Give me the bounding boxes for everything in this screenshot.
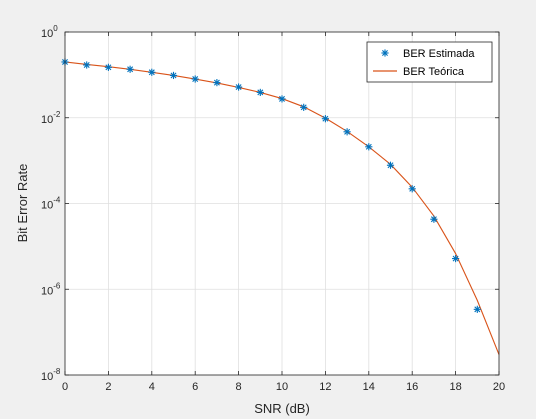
x-tick-label: 10 — [276, 381, 288, 393]
series-layer — [61, 58, 500, 355]
x-tick-label: 20 — [493, 381, 505, 393]
data-point-ber-estimada — [104, 63, 112, 71]
legend: BER Estimada BER Teórica — [366, 41, 493, 83]
data-point-ber-estimada — [300, 103, 308, 111]
data-point-ber-estimada — [256, 88, 264, 97]
x-tick-label: 12 — [319, 381, 331, 393]
y-tick-label: 10-6 — [41, 281, 61, 297]
x-tick-label: 2 — [105, 381, 111, 393]
data-point-ber-estimada — [386, 161, 395, 169]
y-tick-label: 10-4 — [41, 196, 61, 212]
data-point-ber-estimada — [365, 143, 373, 151]
data-point-ber-estimada — [278, 95, 286, 103]
legend-asterisk — [381, 49, 389, 57]
x-tick-label: 14 — [363, 381, 375, 393]
legend-marker-asterisk — [381, 49, 389, 57]
data-point-ber-estimada — [473, 305, 481, 313]
y-axis-label: Bit Error Rate — [15, 164, 30, 243]
x-tick-label: 6 — [192, 381, 198, 393]
data-point-ber-estimada — [213, 79, 221, 87]
y-tick-label: 10-8 — [41, 367, 61, 383]
data-point-ber-estimada — [169, 71, 178, 80]
data-point-ber-estimada — [83, 61, 91, 69]
data-point-ber-estimada — [126, 65, 134, 73]
data-point-ber-estimada — [343, 128, 351, 136]
data-point-ber-estimada — [452, 254, 460, 263]
legend-label-estimada: BER Estimada — [403, 48, 475, 60]
legend-box — [366, 41, 493, 83]
x-tick-label: 0 — [62, 381, 68, 393]
y-tick-label: 100 — [41, 24, 58, 40]
legend-label-teorica: BER Teórica — [403, 66, 465, 78]
data-point-ber-estimada — [408, 185, 416, 193]
x-tick-label: 8 — [236, 381, 242, 393]
x-axis-label: SNR (dB) — [254, 401, 310, 416]
data-point-ber-estimada — [235, 83, 243, 91]
data-point-ber-estimada — [430, 215, 438, 223]
x-tick-labels: 0 2 4 6 8 10 12 14 16 18 20 — [62, 381, 505, 393]
y-tick-labels: 10-8 10-6 10-4 10-2 100 — [41, 24, 61, 383]
data-point-ber-estimada — [321, 115, 329, 123]
x-tick-label: 4 — [149, 381, 155, 393]
y-tick-label: 10-2 — [41, 110, 61, 126]
data-point-ber-estimada — [148, 68, 156, 76]
data-point-ber-estimada — [191, 75, 199, 83]
x-tick-label: 16 — [406, 381, 418, 393]
axis-ticks — [64, 31, 500, 376]
x-tick-label: 18 — [449, 381, 461, 393]
